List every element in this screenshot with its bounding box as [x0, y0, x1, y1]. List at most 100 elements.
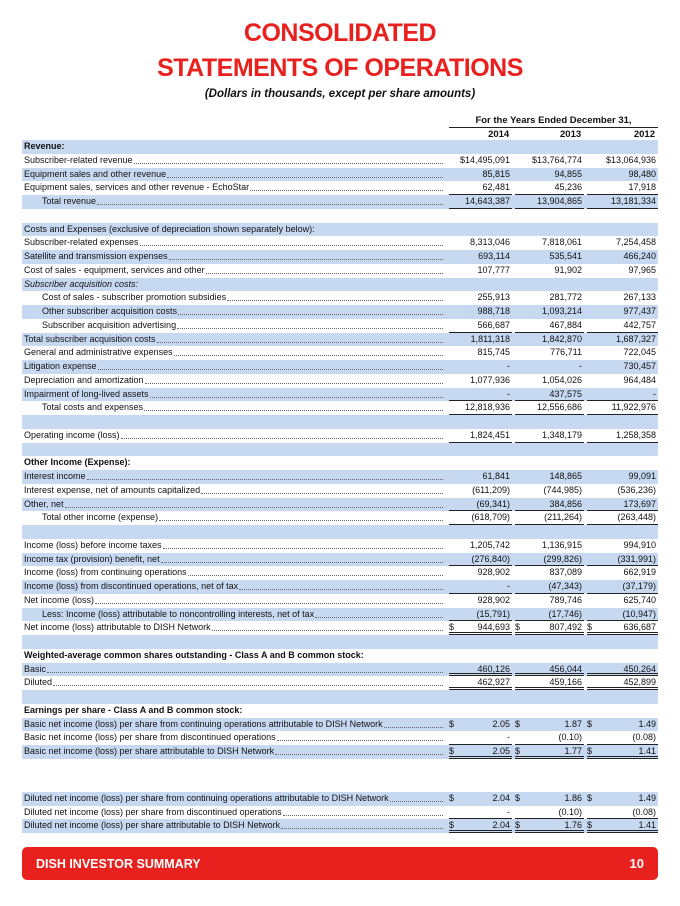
table-row: Basic net income (loss) per share attrib…	[22, 745, 658, 759]
value-cell-2014: $2.04	[449, 792, 512, 806]
value-cell-2014: 1,824,451	[449, 429, 512, 443]
value-cell-2012: 466,240	[587, 250, 658, 264]
value-cell-2014: -	[449, 580, 512, 594]
dot-leader	[160, 553, 443, 563]
value-cell-2012: 1,687,327	[587, 333, 658, 347]
value: 61,841	[482, 471, 510, 481]
value: (0.10)	[558, 732, 582, 743]
dot-leader	[282, 806, 443, 816]
row-label-cell: Basic net income (loss) per share from d…	[22, 731, 446, 745]
value: 384,856	[549, 498, 582, 509]
dot-leader	[144, 401, 443, 412]
row-label: Subscriber-related expenses	[24, 237, 139, 248]
value: (263,448)	[617, 512, 656, 523]
value-cell-2012: (331,991)	[587, 553, 658, 567]
value: 460,126	[477, 663, 510, 674]
table-row: Costs and Expenses (exclusive of depreci…	[22, 222, 658, 237]
dot-leader	[53, 676, 443, 687]
value-cell-2013: 776,711	[515, 346, 584, 360]
value-cell-2014: 1,077,936	[449, 374, 512, 388]
value-cell-2014: $14,495,091	[449, 154, 512, 168]
value-cell-2012: 722,045	[587, 346, 658, 360]
dollar-sign: $	[515, 820, 521, 831]
row-label-cell: Costs and Expenses (exclusive of depreci…	[22, 223, 446, 237]
value: 173,697	[623, 498, 656, 509]
dot-leader	[211, 621, 443, 632]
value-cell-2014: 107,777	[449, 264, 512, 278]
row-label-cell: Cost of sales - equipment, services and …	[22, 264, 446, 278]
table-row: General and administrative expenses 815,7…	[22, 346, 658, 360]
value-cell-2013	[515, 278, 584, 292]
row-label: Satellite and transmission expenses	[24, 251, 168, 261]
row-label	[22, 635, 24, 649]
row-label: Basic net income (loss) per share attrib…	[24, 746, 275, 756]
value-cell-2014	[449, 415, 512, 429]
value-cell-2013: (744,985)	[515, 484, 584, 498]
value: 928,902	[477, 594, 510, 605]
table-row: Basic net income (loss) per share from d…	[22, 731, 658, 745]
value: 807,492	[549, 622, 582, 633]
row-label: Total revenue	[42, 196, 97, 206]
table-row: Total other income (expense) (618,709) (21…	[22, 511, 658, 525]
row-label-cell	[22, 690, 446, 704]
value-cell-2012: $1.41	[587, 819, 658, 833]
value-cell-2013: 148,865	[515, 470, 584, 484]
table-row: Earnings per share - Class A and B commo…	[22, 704, 658, 718]
value-cell-2014: 988,718	[449, 305, 512, 319]
value-cell-2013: 12,556,686	[515, 401, 584, 415]
value: 7,818,061	[541, 237, 582, 248]
value-cell-2012: 267,133	[587, 291, 658, 305]
footer-bar: DISH INVESTOR SUMMARY 10	[22, 847, 658, 880]
dollar-sign: $	[515, 622, 521, 633]
dot-leader	[162, 539, 443, 549]
value-cell-2014: (15,791)	[449, 608, 512, 622]
value-cell-2012	[587, 649, 658, 663]
value-cell-2013: $807,492	[515, 621, 584, 635]
row-label-cell	[22, 635, 446, 649]
dot-leader	[120, 429, 443, 439]
value: -	[507, 581, 510, 591]
value-cell-2014: 62,481	[449, 181, 512, 195]
value-cell-2013: 91,902	[515, 264, 584, 278]
spacer-row	[22, 415, 658, 429]
row-label-cell	[22, 525, 446, 539]
table-row: Net income (loss) attributable to DISH N…	[22, 621, 658, 635]
value-cell-2014	[449, 209, 512, 223]
row-label-cell: Total other income (expense)	[22, 511, 446, 525]
table-row: Equipment sales and other revenue 85,815 9…	[22, 167, 658, 182]
value-cell-2012: 98,480	[587, 168, 658, 182]
dollar-sign: $	[587, 820, 593, 831]
value-cell-2014: 1,811,318	[449, 333, 512, 347]
value: 944,693	[477, 622, 510, 633]
value-cell-2012: (263,448)	[587, 511, 658, 525]
title-line-1: CONSOLIDATED	[243, 19, 437, 47]
value-cell-2013: $13,764,774	[515, 154, 584, 168]
value: 1,077,936	[469, 374, 510, 385]
dot-leader	[133, 154, 443, 164]
value: -	[507, 361, 510, 371]
row-label-cell: Interest income	[22, 470, 446, 484]
value: 12,556,686	[536, 402, 582, 413]
table-row: Subscriber-related revenue $14,495,091 $13…	[22, 154, 658, 168]
table-row: Total subscriber acquisition costs 1,811,…	[22, 332, 658, 347]
row-label-cell	[22, 415, 446, 429]
value-cell-2013: 1,054,026	[515, 374, 584, 388]
dot-leader	[149, 388, 443, 398]
value: 988,718	[477, 306, 510, 316]
spacer-row	[22, 209, 658, 223]
value-cell-2013	[515, 704, 584, 718]
value: 281,772	[549, 292, 582, 303]
value-cell-2014: -	[449, 731, 512, 745]
dot-leader	[86, 470, 443, 480]
value: (0.10)	[558, 806, 582, 817]
row-label: Impairment of long-lived assets	[24, 388, 149, 399]
row-label-cell: Income tax (provision) benefit, net	[22, 553, 446, 567]
value: 730,457	[623, 361, 656, 371]
value-cell-2012: $1.49	[587, 792, 658, 806]
row-label	[22, 759, 24, 792]
dot-leader	[187, 566, 443, 577]
row-label: Other subscriber acquisition costs	[42, 306, 178, 316]
value: 107,777	[477, 264, 510, 275]
row-label-cell: Income (loss) before income taxes	[22, 539, 446, 553]
row-label: Diluted net income (loss) per share from…	[24, 806, 282, 817]
